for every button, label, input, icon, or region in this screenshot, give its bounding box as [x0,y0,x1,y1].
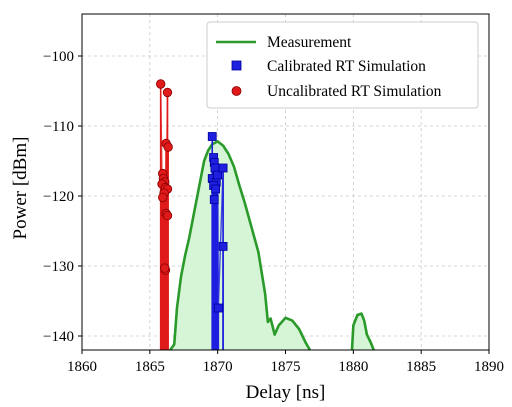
measurement-fill [170,141,310,350]
uncalibrated-marker [162,210,173,221]
x-tick-label: 1875 [271,359,301,375]
calibrated-marker [218,241,228,251]
x-tick-label: 1880 [338,359,368,375]
calibrated-marker [213,170,223,180]
measurement-fill [351,313,374,350]
calibrated-marker [213,303,223,313]
calibrated-marker [209,195,219,204]
calibrated-marker [211,184,221,194]
x-tick-label: 1865 [135,359,165,375]
legend: Measurement Calibrated RT Simulation Uncal… [206,21,479,109]
calibrated-marker [218,163,228,173]
axis-ticks: 1860 1865 1870 1875 1880 1885 1890 −140 −130 −120… [43,49,504,375]
legend-box [206,21,479,109]
y-axis-label: Power [dBm] [10,137,31,240]
uncalibrated-marker [155,79,166,89]
legend-label: Calibrated RT Simulation [267,58,426,75]
x-tick-label: 1860 [67,359,97,375]
y-tick-label: −140 [43,329,74,345]
measurement-line [169,140,312,351]
uncalibrated-marker [162,87,173,98]
legend-swatch-uncalibrated [231,86,242,96]
y-tick-label: −110 [44,119,74,135]
legend-swatch-calibrated [231,60,242,71]
y-tick-label: −100 [43,49,74,65]
x-tick-label: 1890 [474,359,504,375]
y-tick-label: −120 [43,189,74,205]
legend-label: Uncalibrated RT Simulation [267,83,442,100]
uncalibrated-marker [158,192,168,203]
uncalibrated-marker [163,142,173,152]
x-tick-label: 1870 [203,359,233,375]
x-axis-label: Delay [ns] [246,382,326,403]
plot-area [155,79,375,351]
y-tick-label: −130 [43,259,74,275]
measurement-line [350,312,375,351]
legend-label: Measurement [267,34,352,51]
uncalibrated-marker [160,263,170,273]
calibrated-marker [207,132,217,141]
x-tick-label: 1885 [406,359,436,375]
